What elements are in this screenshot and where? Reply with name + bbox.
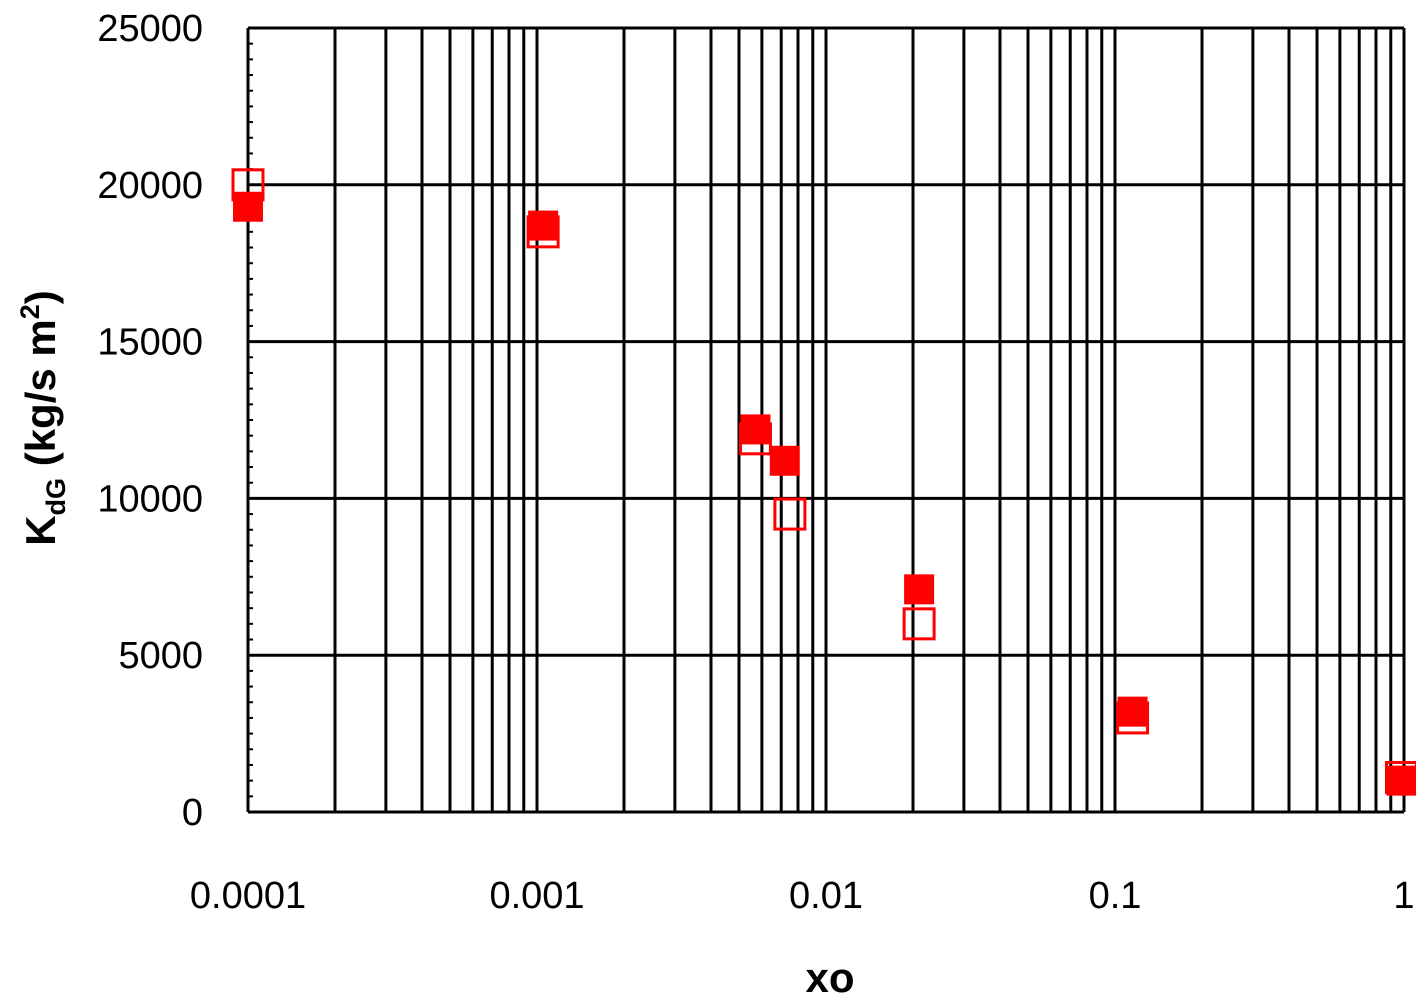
tick-labels: 0.0001 0.001 0.01 0.1 1 0 5000 10000 15000 20000 2… — [97, 8, 1414, 917]
data-point-open — [738, 422, 772, 456]
y-tick-label: 20000 — [97, 165, 203, 207]
data-point-open — [773, 497, 807, 531]
y-axis-title-unit-close: ) — [17, 290, 64, 304]
x-tick-label: 1 — [1393, 875, 1414, 917]
y-tick-label: 10000 — [97, 478, 203, 520]
data-points — [231, 168, 1416, 796]
data-point-open — [231, 168, 265, 202]
data-point-filled — [740, 414, 771, 445]
grid — [248, 28, 1404, 812]
y-tick-label: 15000 — [97, 322, 203, 364]
y-axis-title: KdG (kg/s m2) — [15, 290, 71, 546]
data-point-open — [1116, 701, 1150, 735]
data-point-filled — [769, 445, 800, 476]
data-point-open — [526, 215, 560, 249]
x-tick-label: 0.0001 — [190, 875, 306, 917]
y-tick-label: 25000 — [97, 8, 203, 50]
y-axis-title-superscript: 2 — [15, 304, 45, 319]
x-axis-title: xo — [805, 954, 854, 996]
x-tick-label: 0.001 — [489, 875, 584, 917]
y-axis-title-main: K — [17, 515, 64, 545]
data-point-filled — [233, 191, 263, 222]
y-axis-title-subscript: dG — [41, 478, 71, 516]
axes — [246, 26, 1406, 814]
y-tick-label: 5000 — [118, 635, 203, 677]
data-point-filled — [904, 574, 935, 605]
data-point-filled — [1386, 765, 1416, 796]
y-axis-title-unit: (kg/s m — [17, 319, 64, 478]
data-point-open — [902, 607, 936, 641]
x-tick-label: 0.1 — [1089, 875, 1142, 917]
data-point-open — [1384, 761, 1416, 795]
x-tick-label: 0.01 — [789, 875, 863, 917]
y-tick-label: 0 — [182, 792, 203, 834]
